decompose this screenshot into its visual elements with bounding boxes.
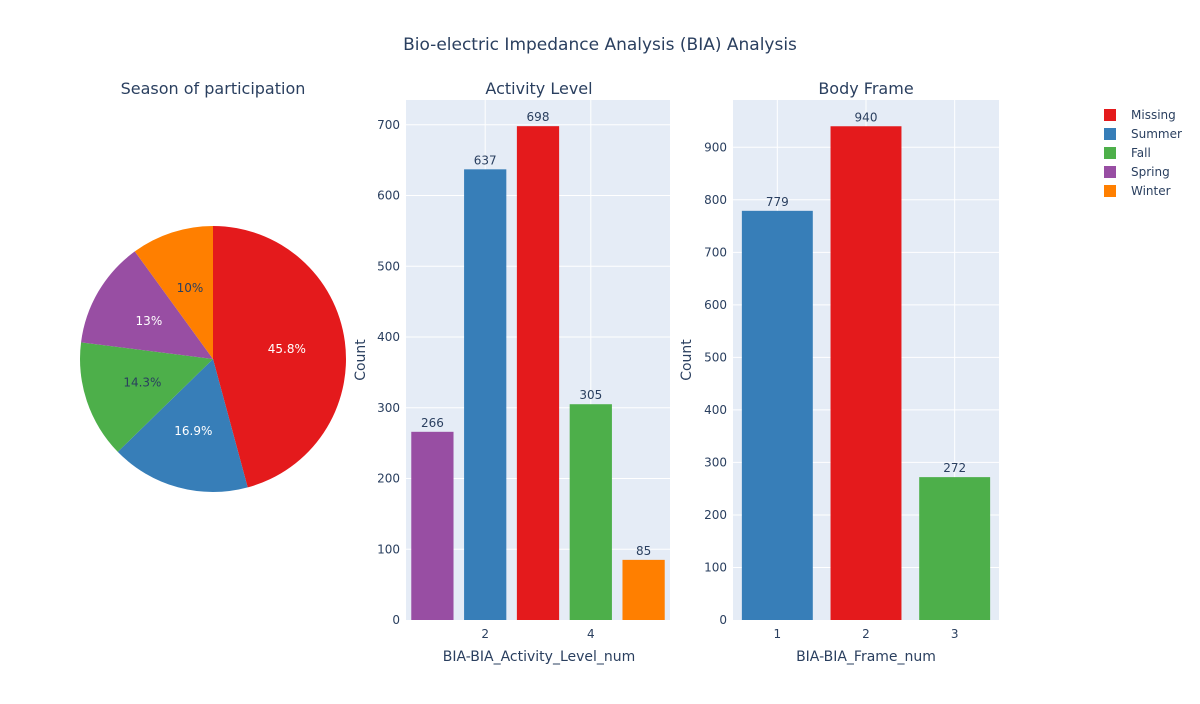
pie-slice-label: 13% [136,314,163,328]
bar-fall [569,404,612,620]
y-tick-label: 300 [704,455,727,469]
x-tick-label: 2 [862,627,870,641]
legend-label-spring: Spring [1131,165,1170,179]
bar-summer [741,210,813,620]
y-tick-label: 600 [704,298,727,312]
y-tick-label: 300 [377,401,400,415]
bar2-xlabel: BIA-BIA_Frame_num [796,649,936,665]
bar-value-label: 272 [943,461,966,475]
legend-label-winter: Winter [1131,184,1171,198]
pie-slice-winter [134,226,213,359]
y-tick-label: 500 [377,259,400,273]
legend-swatch-missing [1104,109,1116,121]
pie-title: Season of participation [121,79,306,98]
pie-slice-label: 16.9% [174,424,212,438]
bar1-xlabel: BIA-BIA_Activity_Level_num [443,649,636,665]
bar2-title: Body Frame [818,79,913,98]
y-tick-label: 400 [377,330,400,344]
y-tick-label: 0 [719,613,727,627]
bar-chart-body-frame: Body Frame BIA-BIA_Frame_num Count 0 100 2… [679,79,999,665]
bar-spring [411,431,454,620]
pie-chart-season: Season of participation 45.8% 16.9% 14.3% 1… [80,79,346,492]
y-tick-label: 200 [704,508,727,522]
y-tick-label: 100 [377,542,400,556]
x-tick-label: 3 [951,627,959,641]
bar-value-label: 779 [766,195,789,209]
bar-fall [919,477,991,620]
bar2-ylabel: Count [679,339,695,381]
y-tick-label: 900 [704,140,727,154]
pie-slice-summer [117,359,248,492]
y-tick-label: 700 [377,118,400,132]
legend-swatch-spring [1104,166,1116,178]
legend-label-summer: Summer [1131,127,1182,141]
bar-value-label: 85 [636,544,651,558]
bar-missing [830,126,902,620]
bar-value-label: 266 [421,416,444,430]
legend-swatch-summer [1104,128,1116,140]
x-tick-label: 4 [587,627,595,641]
y-tick-label: 100 [704,560,727,574]
legend-swatch-fall [1104,147,1116,159]
bar-value-label: 698 [527,110,550,124]
x-tick-label: 1 [774,627,782,641]
y-tick-label: 800 [704,193,727,207]
legend-label-fall: Fall [1131,146,1151,160]
pie-slice-fall [80,342,213,452]
pie-slice-label: 14.3% [123,376,161,390]
x-tick-label: 2 [481,627,489,641]
bar-value-label: 940 [855,110,878,124]
pie-slice-label: 10% [177,281,204,295]
y-tick-label: 200 [377,472,400,486]
y-tick-label: 600 [377,189,400,203]
bar-value-label: 637 [474,153,497,167]
bar1-title: Activity Level [485,79,592,98]
bar-winter [622,559,665,620]
y-tick-label: 500 [704,350,727,364]
y-tick-label: 400 [704,403,727,417]
bar-chart-activity-level: Activity Level BIA-BIA_Activity_Level_nu… [353,79,670,665]
pie-slice-missing [213,226,346,488]
y-tick-label: 0 [392,613,400,627]
pie-slice-spring [81,251,214,359]
bar-value-label: 305 [579,388,602,402]
legend-label-missing: Missing [1131,108,1176,122]
y-tick-label: 700 [704,245,727,259]
pie-slice-label: 45.8% [268,342,306,356]
bar1-ylabel: Count [353,339,369,381]
legend: Missing Summer Fall Spring Winter [1104,108,1182,198]
bar-summer [464,169,507,621]
legend-swatch-winter [1104,185,1116,197]
bar-missing [516,126,560,620]
figure-title: Bio-electric Impedance Analysis (BIA) An… [403,35,797,55]
